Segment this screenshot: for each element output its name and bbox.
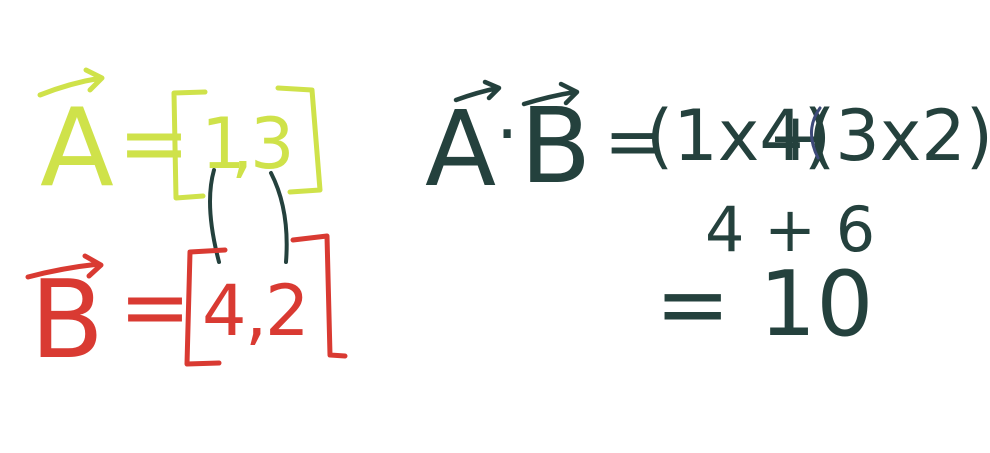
dot-result: = 10 [655,252,874,357]
vector-a-bracket-left [171,89,208,201]
pairing-line-right [269,171,289,264]
vector-arrow-icon [453,79,502,103]
vector-b-component-1: 4 [202,270,247,352]
dot-lhs-b: B [520,85,591,207]
dot-product-work: A · B = (1x4) + (3x2) 4 + 6 = 10 [425,79,990,357]
vector-arrow-icon [25,253,104,280]
vector-a-component-1: 1 [201,103,246,185]
vector-a-separator: , [231,105,253,187]
vector-b-bracket-right [290,233,348,359]
vector-b-separator: , [245,272,267,354]
dot-term-2: (3x2) [808,95,990,177]
vector-b-symbol: B [30,258,104,383]
dot-equals: = [604,99,664,183]
vector-a-component-2: 3 [250,103,295,185]
vector-b-definition: B = 4 , 2 [25,233,348,383]
dot-step-2: 4 + 6 [705,193,875,266]
dot-lhs-a: A [425,88,496,210]
dot-term-1: (1x4) [646,95,831,177]
vector-a-definition: A = 1 , 3 [37,67,323,211]
vector-a-bracket-right [275,85,323,195]
vector-a-equals: = [118,93,190,193]
accent-paren-mark [810,106,822,160]
dot-plus: + [768,99,823,176]
vector-arrow-icon [521,81,580,107]
dot-operator: · [496,93,518,175]
vector-b-component-2: 2 [265,270,310,352]
vector-b-equals: = [119,257,191,357]
vector-b-bracket-left [184,247,228,367]
vector-a-symbol: A [40,86,114,211]
vector-arrow-icon [37,67,105,98]
